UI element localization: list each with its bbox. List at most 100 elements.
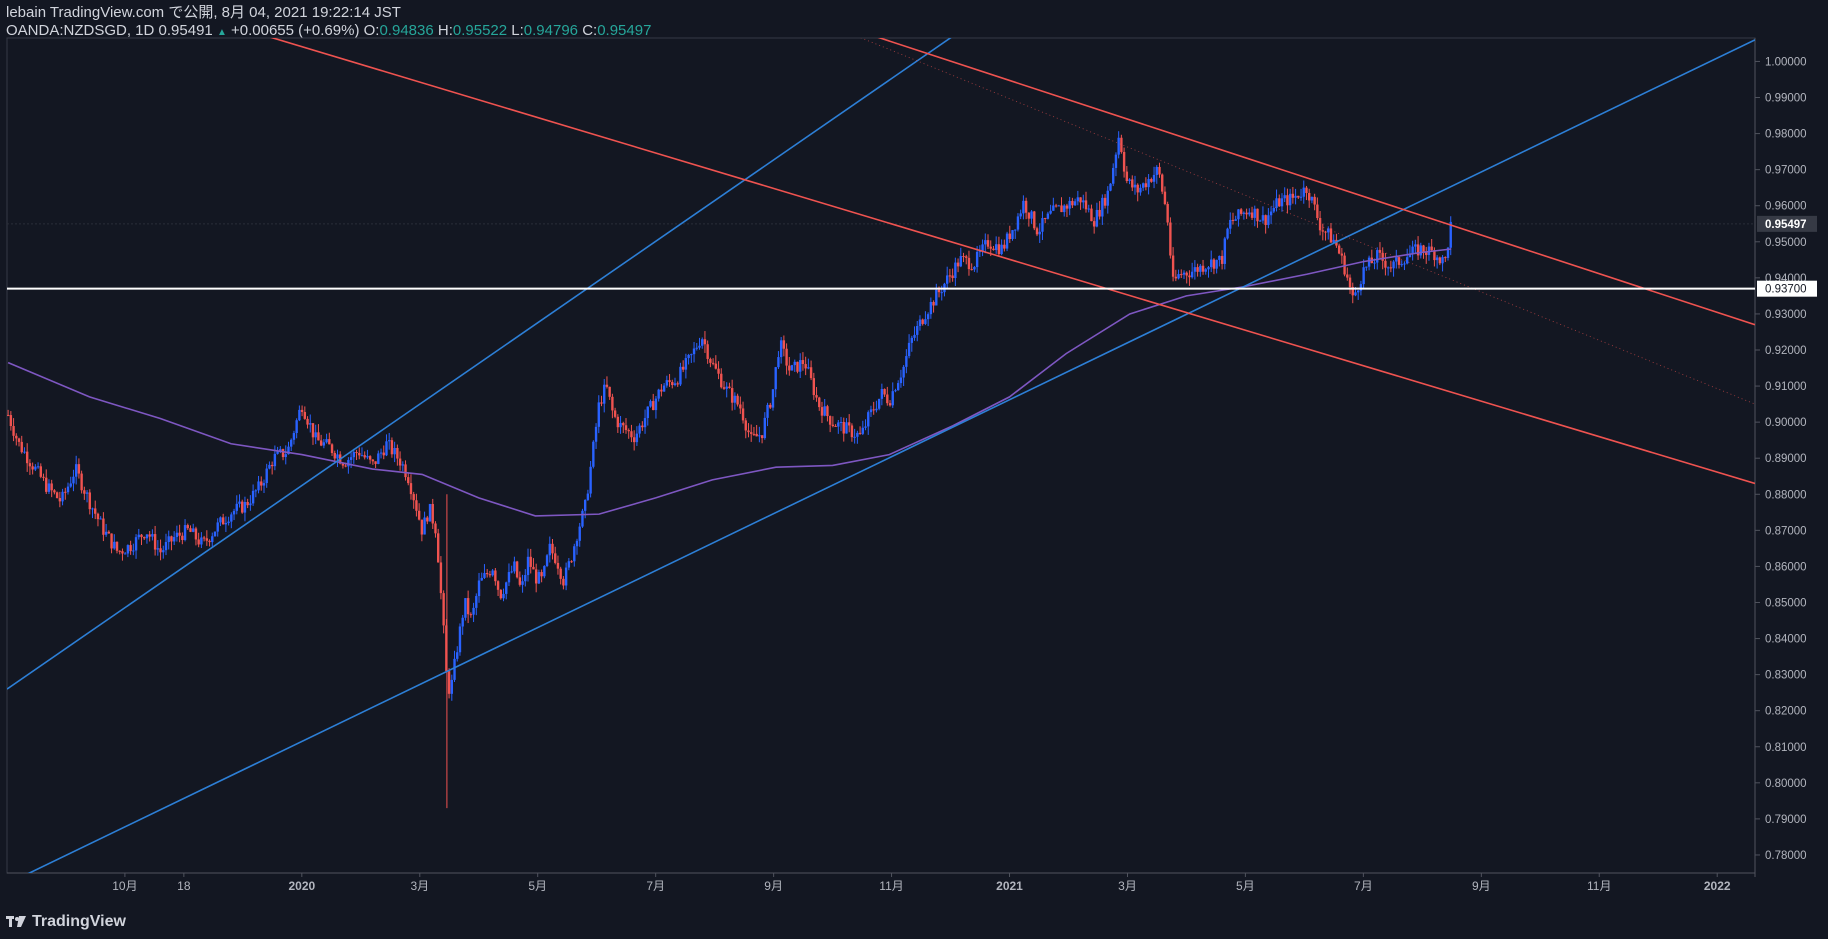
candle-up	[777, 357, 780, 368]
candle-down	[956, 262, 960, 267]
symbol-name[interactable]: OANDA:NZDSGD, 1D	[6, 22, 155, 39]
candle-up	[1267, 215, 1270, 225]
candle-down	[744, 420, 747, 431]
candle-down	[1144, 183, 1148, 188]
candle-down	[570, 561, 573, 563]
candle-up	[564, 567, 568, 586]
candle-up	[913, 334, 916, 338]
candle-up	[254, 490, 258, 492]
candle-down	[25, 451, 29, 464]
y-tick-label: 0.97000	[1765, 165, 1807, 177]
candle-down	[1163, 191, 1167, 205]
candle-up	[505, 582, 508, 594]
candle-down	[515, 561, 519, 578]
candle-up	[1155, 166, 1158, 175]
candle-down	[660, 389, 663, 392]
candle-down	[551, 543, 554, 554]
candle-up	[635, 433, 639, 443]
candle-up	[99, 518, 102, 520]
candle-up	[1019, 213, 1022, 217]
tradingview-logo-icon	[6, 916, 26, 927]
candle-up	[230, 514, 233, 522]
y-tick-label: 0.83000	[1765, 670, 1807, 682]
candle-down	[333, 453, 336, 459]
candle-up	[126, 545, 130, 554]
candle-up	[477, 580, 481, 597]
x-tick-label: 10月	[112, 879, 137, 893]
candle-up	[940, 292, 943, 294]
candle-up	[507, 572, 511, 583]
candle-up	[657, 389, 660, 399]
candle-down	[711, 362, 715, 364]
candle-up	[1253, 208, 1256, 218]
candle-down	[28, 463, 32, 467]
candle-up	[1248, 212, 1251, 215]
candle-down	[328, 439, 331, 445]
candle-up	[793, 361, 796, 366]
candle-down	[1346, 274, 1349, 278]
brand-footer: TradingView	[6, 913, 126, 931]
candle-down	[668, 380, 671, 382]
candle-up	[1376, 250, 1379, 263]
candle-down	[752, 433, 756, 435]
candle-down	[1212, 259, 1216, 269]
candle-up	[896, 383, 900, 391]
candle-down	[186, 525, 189, 529]
y-tick-label: 0.81000	[1765, 742, 1807, 754]
candle-down	[53, 490, 56, 493]
candle-down	[1169, 222, 1172, 256]
candle-up	[295, 420, 298, 434]
candle-down	[1166, 204, 1169, 223]
candle-down	[485, 573, 489, 575]
candle-up	[619, 422, 622, 428]
candle-down	[728, 386, 731, 389]
candle-down	[834, 425, 837, 427]
candle-down	[358, 452, 361, 456]
candle-down	[1092, 221, 1096, 227]
candle-down	[1389, 267, 1393, 269]
candle-up	[167, 536, 170, 543]
candle-up	[902, 366, 905, 378]
candle-down	[858, 432, 862, 434]
candle-up	[1386, 267, 1390, 269]
candle-up	[1152, 174, 1156, 182]
candle-up	[856, 432, 859, 437]
candle-down	[1090, 208, 1093, 222]
candle-up	[1095, 209, 1099, 227]
candle-up	[172, 537, 176, 542]
candle-up	[322, 442, 326, 446]
candle-up	[1367, 257, 1371, 267]
x-tick-label: 3月	[1118, 879, 1137, 893]
candle-up	[387, 440, 391, 442]
candle-up	[1041, 218, 1044, 232]
y-tick-label: 0.80000	[1765, 778, 1807, 790]
candle-up	[1373, 262, 1376, 264]
candle-up	[238, 501, 241, 504]
candle-up	[66, 486, 70, 493]
candle-up	[1259, 220, 1262, 222]
y-tick-label: 0.87000	[1765, 525, 1807, 537]
candle-up	[779, 340, 783, 358]
candle-up	[880, 389, 884, 399]
candle-down	[466, 598, 470, 615]
candle-down	[317, 432, 320, 441]
candle-up	[1242, 212, 1246, 214]
y-tick-label: 0.98000	[1765, 129, 1807, 141]
candle-down	[937, 289, 941, 293]
candle-up	[907, 342, 911, 357]
candle-down	[534, 569, 538, 584]
candle-up	[684, 358, 688, 370]
candle-up	[1011, 230, 1014, 240]
candle-up	[453, 658, 456, 680]
candle-down	[965, 256, 968, 258]
candle-down	[202, 537, 206, 539]
candle-down	[118, 550, 121, 552]
candle-up	[1057, 205, 1060, 207]
y-tick-label: 0.88000	[1765, 489, 1807, 501]
candle-up	[1112, 167, 1115, 184]
candle-down	[736, 395, 739, 405]
candle-down	[559, 568, 562, 579]
candle-up	[649, 401, 652, 407]
candle-up	[69, 483, 72, 487]
